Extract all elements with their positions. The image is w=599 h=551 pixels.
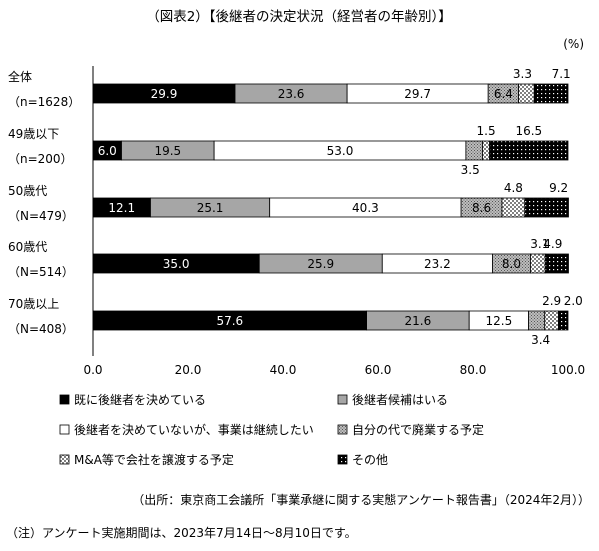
data-label: 6.4 [494, 87, 513, 101]
bar-segment [501, 197, 526, 218]
bar-segment [530, 253, 546, 274]
x-tick-label: 20.0 [175, 363, 202, 377]
bar-segment [482, 140, 491, 161]
data-label: 3.4 [531, 333, 550, 347]
category-sublabel: （N=514） [8, 265, 74, 279]
data-label: 4.9 [543, 237, 562, 251]
category-sublabel: （n=200） [8, 152, 73, 166]
category-sublabel: （N=479） [8, 209, 74, 223]
legend-swatch [337, 394, 348, 405]
legend-swatch [59, 394, 70, 405]
category-label: 70歳以上 [8, 297, 59, 311]
bars [92, 83, 569, 331]
category-label: 60歳代 [8, 240, 47, 254]
data-label: 4.8 [504, 181, 523, 195]
footnote-text: （注）アンケート実施期間は、2023年7月14日～8月10日です。 [6, 525, 357, 540]
bar-segment [518, 83, 535, 104]
x-axis-ticks: 0.0 20.0 40.0 60.0 80.0 100.0 [83, 363, 585, 377]
category-sublabel: （n=1628） [8, 95, 80, 109]
data-label: 1.5 [477, 124, 496, 138]
legend-swatch [59, 454, 70, 465]
legend-swatch [337, 454, 348, 465]
bar-segment [524, 197, 569, 218]
data-label: 2.9 [542, 294, 561, 308]
data-label: 21.6 [405, 314, 432, 328]
category-label: 全体 [8, 69, 32, 84]
data-label: 57.6 [216, 314, 243, 328]
data-label: 29.9 [151, 87, 178, 101]
bar-segment [544, 253, 569, 274]
data-label: 29.7 [404, 87, 431, 101]
bar-segment [558, 310, 569, 331]
bar-segment [533, 83, 569, 104]
legend-swatch [59, 424, 70, 435]
legend-label: その他 [352, 453, 388, 467]
data-label: 6.0 [98, 144, 117, 158]
bar-segment [465, 140, 483, 161]
bar-segment [528, 310, 546, 331]
bar-segment [489, 140, 569, 161]
data-label: 3.1 [530, 237, 549, 251]
x-tick-label: 100.0 [551, 363, 585, 377]
data-label: 7.1 [552, 67, 571, 81]
value-labels: 29.9 23.6 29.7 6.43.3 7.1 6.0 19.5 53.0 3.5 1.5 16… [98, 67, 583, 347]
data-label: 12.5 [486, 314, 513, 328]
data-label: 53.0 [327, 144, 354, 158]
data-label: 23.6 [278, 87, 305, 101]
bar-segment [544, 310, 559, 331]
data-label: 35.0 [163, 257, 190, 271]
data-label: 40.3 [352, 201, 379, 215]
legend-label: 後継者を決めていないが、事業は継続したい [74, 422, 314, 437]
legend-label: 既に後継者を決めている [74, 392, 206, 407]
data-label: 9.2 [549, 181, 568, 195]
category-sublabel: （N=408） [8, 322, 74, 336]
x-tick-label: 40.0 [270, 363, 297, 377]
legend-label: M&A等で会社を譲渡する予定 [74, 452, 234, 467]
data-label: 16.5 [515, 124, 542, 138]
data-label: 25.9 [307, 257, 334, 271]
legend-label: 自分の代で廃業する予定 [352, 422, 484, 437]
chart-title: （図表2）【後継者の決定状況（経営者の年齢別）】 [146, 9, 452, 25]
x-tick-label: 80.0 [460, 363, 487, 377]
legend-swatch [337, 424, 348, 435]
data-label: 23.2 [424, 257, 451, 271]
category-labels: 全体 （n=1628） 49歳以下 （n=200） 50歳代 （N=479） 60歳代 （N=… [8, 69, 80, 336]
data-label: 3.3 [513, 67, 532, 81]
data-label: 3.5 [461, 163, 480, 177]
data-label: 19.5 [154, 144, 181, 158]
data-label: 8.0 [502, 257, 521, 271]
legend-label: 後継者候補はいる [352, 392, 448, 407]
x-tick-label: 0.0 [83, 363, 102, 377]
x-tick-label: 60.0 [365, 363, 392, 377]
category-label: 50歳代 [8, 184, 47, 198]
category-label: 49歳以下 [8, 127, 59, 141]
data-label: 12.1 [108, 201, 135, 215]
source-text: （出所：東京商工会議所「事業承継に関する実態アンケート報告書」（2024年2月）… [132, 492, 590, 507]
data-label: 8.6 [472, 201, 491, 215]
data-label: 2.0 [564, 294, 583, 308]
data-label: 25.1 [197, 201, 224, 215]
unit-label: (%) [563, 37, 584, 51]
